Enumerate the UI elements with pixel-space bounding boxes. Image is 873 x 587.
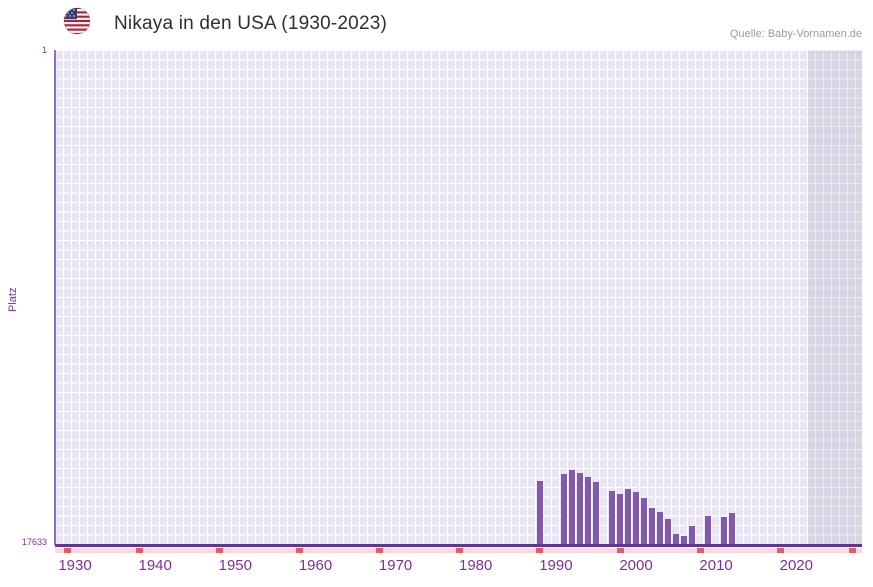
bar-1994[interactable] [584,476,591,545]
y-axis-title: Platz [7,287,19,312]
x-tick-label-2010: 2010 [699,557,733,574]
bar-1997[interactable] [609,490,615,545]
bar-2001[interactable] [641,497,647,545]
no-data-marker [63,548,71,553]
source-credit: Quelle: Baby-Vornamen.de [729,28,862,40]
y-tick-min: 17633 [21,537,47,547]
no-data-marker [848,548,856,553]
bar-1993[interactable] [576,472,583,545]
plot-area [55,50,862,545]
no-data-marker [776,548,784,553]
bar-2011[interactable] [721,517,728,545]
x-tick-label-1970: 1970 [378,557,413,574]
x-tick-label-1940: 1940 [138,557,172,574]
x-tick-label-1980: 1980 [459,557,493,574]
x-tick-label-1950: 1950 [218,557,252,574]
bar-2009[interactable] [705,516,712,545]
bar-1998[interactable] [617,493,623,545]
no-data-marker [616,548,624,553]
bar-1995[interactable] [592,482,599,545]
no-data-marker [215,548,223,553]
no-data-marker [295,548,303,553]
bar-2000[interactable] [633,492,639,545]
x-tick-label-2020: 2020 [779,557,813,574]
bar-2005[interactable] [673,534,680,545]
bar-1988[interactable] [536,480,543,545]
no-data-marker [135,548,143,553]
x-axis-line [55,544,862,547]
x-tick-label-1990: 1990 [539,557,573,574]
no-data-marker [536,548,544,553]
bar-2002[interactable] [649,507,655,545]
bar-2006[interactable] [681,535,688,545]
y-axis-line [54,50,56,545]
x-tick-label-1930: 1930 [58,557,92,574]
bar-1999[interactable] [625,489,631,545]
bar-2003[interactable] [657,511,663,545]
bar-1991[interactable] [560,473,567,545]
no-data-marker [456,548,464,553]
bar-2007[interactable] [689,525,696,545]
x-tick-label-1960: 1960 [298,557,333,574]
us-flag-icon [63,7,91,35]
bar-1992[interactable] [568,469,575,545]
no-data-marker [376,548,384,553]
chart-title: Nikaya in den USA (1930-2023) [114,13,388,34]
x-tick-label-2000: 2000 [619,557,653,574]
no-data-marker [696,548,704,553]
recent-years-band [807,50,862,545]
y-tick-max: 1 [41,45,47,55]
bar-2012[interactable] [729,513,736,545]
bar-2004[interactable] [665,518,672,545]
